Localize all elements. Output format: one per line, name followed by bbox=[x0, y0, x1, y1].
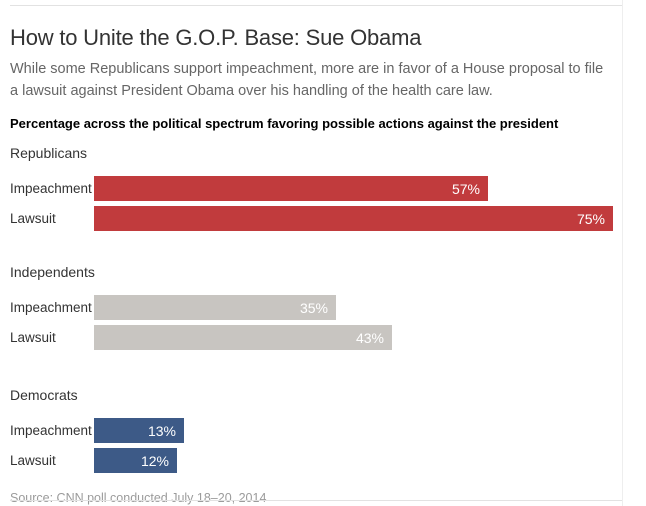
subtitle: While some Republicans support impeachme… bbox=[10, 61, 604, 99]
category-label: Impeachment bbox=[10, 300, 92, 316]
bar-impeachment: 13% bbox=[94, 418, 184, 444]
chart-row: Impeachment 57% bbox=[10, 176, 622, 202]
category-label: Lawsuit bbox=[10, 453, 56, 469]
value-label: 35% bbox=[299, 299, 328, 316]
bar-impeachment: 57% bbox=[94, 176, 488, 202]
category-label: Lawsuit bbox=[10, 211, 56, 227]
chart-row: Lawsuit 43% bbox=[10, 325, 622, 351]
page-title: How to Unite the G.O.P. Base: Sue Obama bbox=[10, 25, 422, 50]
bar-lawsuit: 43% bbox=[94, 325, 392, 351]
group-label: Independents bbox=[10, 264, 95, 281]
chart-row: Lawsuit 75% bbox=[10, 206, 622, 232]
chart-row: Impeachment 35% bbox=[10, 295, 622, 321]
value-label: 57% bbox=[451, 180, 480, 197]
chart-group-republicans: Republicans Impeachment 57% Lawsuit 75% bbox=[10, 145, 622, 232]
group-label: Democrats bbox=[10, 387, 78, 404]
source-note: Source: CNN poll conducted July 18–20, 2… bbox=[10, 491, 267, 506]
chart-row: Impeachment 13% bbox=[10, 418, 622, 444]
value-label: 43% bbox=[355, 329, 384, 346]
bar-lawsuit: 75% bbox=[94, 206, 613, 232]
chart-title: Percentage across the political spectrum… bbox=[10, 116, 559, 132]
value-label: 75% bbox=[576, 210, 605, 227]
bar-chart: Republicans Impeachment 57% Lawsuit 75% Indep… bbox=[10, 145, 622, 474]
chart-row: Lawsuit 12% bbox=[10, 448, 622, 474]
bar-lawsuit: 12% bbox=[94, 448, 177, 474]
category-label: Impeachment bbox=[10, 181, 92, 197]
category-label: Lawsuit bbox=[10, 330, 56, 346]
value-label: 12% bbox=[140, 452, 169, 469]
column-divider bbox=[622, 0, 623, 506]
group-label: Republicans bbox=[10, 145, 88, 162]
chart-group-independents: Independents Impeachment 35% Lawsuit 43% bbox=[10, 264, 622, 351]
category-label: Impeachment bbox=[10, 423, 92, 439]
value-label: 13% bbox=[147, 422, 176, 439]
top-divider bbox=[10, 5, 622, 6]
bar-impeachment: 35% bbox=[94, 295, 336, 321]
bottom-divider bbox=[10, 500, 622, 501]
chart-group-democrats: Democrats Impeachment 13% Lawsuit 12% bbox=[10, 387, 622, 474]
